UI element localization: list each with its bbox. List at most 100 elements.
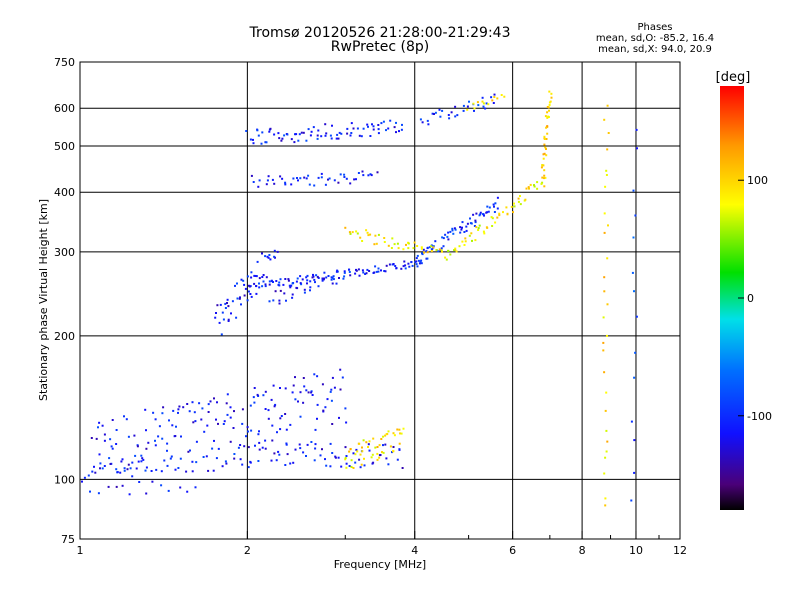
echo-point bbox=[305, 389, 308, 392]
phase-heading: Phases bbox=[637, 22, 673, 33]
echo-point bbox=[450, 111, 453, 114]
echo-point bbox=[419, 260, 422, 263]
echo-point bbox=[90, 437, 93, 439]
echo-point bbox=[603, 276, 606, 279]
echo-point bbox=[341, 376, 344, 379]
echo-point bbox=[257, 185, 260, 188]
echo-point bbox=[338, 277, 340, 279]
echo-point bbox=[280, 139, 283, 142]
echo-point bbox=[284, 183, 287, 186]
echo-point bbox=[357, 268, 360, 271]
echo-point bbox=[111, 419, 114, 421]
echo-point bbox=[257, 134, 260, 137]
echo-point bbox=[275, 280, 278, 282]
echo-point bbox=[527, 186, 530, 189]
echo-point bbox=[351, 231, 354, 234]
echo-point bbox=[356, 450, 359, 453]
echo-point bbox=[285, 428, 288, 431]
echo-point bbox=[87, 474, 90, 477]
echo-point bbox=[494, 221, 497, 224]
echo-point bbox=[219, 303, 222, 306]
echo-point bbox=[168, 419, 170, 422]
echo-point bbox=[517, 200, 520, 203]
echo-point bbox=[417, 259, 420, 262]
echo-point bbox=[472, 102, 475, 105]
echo-point bbox=[464, 237, 467, 240]
echo-point bbox=[475, 226, 478, 229]
echo-point bbox=[469, 217, 471, 220]
echo-point bbox=[343, 173, 346, 176]
echo-point bbox=[432, 246, 435, 249]
echo-point bbox=[330, 276, 333, 279]
echo-point bbox=[439, 249, 442, 252]
echo-point bbox=[294, 376, 296, 379]
echo-point bbox=[606, 440, 609, 443]
echo-point bbox=[350, 132, 353, 134]
echo-point bbox=[519, 195, 521, 197]
echo-point bbox=[602, 316, 605, 319]
echo-point bbox=[389, 445, 392, 448]
echo-point bbox=[484, 107, 487, 110]
echo-point bbox=[226, 413, 229, 416]
echo-point bbox=[91, 470, 94, 473]
echo-point bbox=[633, 471, 636, 474]
echo-point bbox=[321, 448, 323, 451]
echo-point bbox=[345, 462, 348, 465]
echo-point bbox=[485, 102, 488, 105]
x-tick-label: 6 bbox=[509, 544, 516, 557]
echo-point bbox=[279, 175, 282, 178]
echo-point bbox=[376, 458, 379, 461]
echo-point bbox=[243, 294, 246, 297]
echo-point bbox=[154, 418, 157, 421]
echo-point bbox=[491, 217, 494, 220]
echo-point bbox=[477, 229, 480, 231]
echo-point bbox=[331, 282, 334, 285]
echo-point bbox=[255, 285, 258, 288]
echo-point bbox=[256, 260, 259, 263]
echo-point bbox=[533, 185, 536, 188]
echo-point bbox=[420, 247, 423, 250]
echo-point bbox=[605, 169, 608, 172]
echo-point bbox=[237, 446, 240, 449]
y-tick-label: 75 bbox=[61, 533, 75, 546]
echo-point bbox=[236, 297, 239, 300]
echo-point bbox=[170, 455, 173, 458]
echo-point bbox=[454, 105, 457, 108]
echo-point bbox=[491, 99, 494, 102]
echo-point bbox=[224, 302, 227, 305]
echo-point bbox=[546, 111, 549, 114]
echo-point bbox=[369, 173, 372, 176]
echo-point bbox=[398, 428, 401, 431]
echo-point bbox=[445, 258, 448, 261]
echo-point bbox=[412, 247, 415, 250]
echo-point bbox=[303, 288, 306, 291]
echo-point bbox=[380, 269, 382, 272]
echo-point bbox=[268, 254, 271, 256]
echo-point bbox=[536, 181, 539, 184]
echo-point bbox=[267, 409, 270, 412]
echo-point bbox=[479, 211, 482, 214]
colorbar-tick-label: 100 bbox=[747, 174, 768, 187]
echo-point bbox=[269, 127, 272, 130]
echo-point bbox=[606, 303, 609, 306]
echo-point bbox=[392, 446, 395, 448]
echo-point bbox=[374, 234, 377, 237]
echo-point bbox=[366, 231, 369, 234]
echo-point bbox=[466, 108, 469, 111]
x-tick-label: 12 bbox=[673, 544, 687, 557]
echo-point bbox=[404, 267, 407, 270]
echo-point bbox=[171, 424, 174, 427]
echo-point bbox=[398, 448, 401, 451]
echo-point bbox=[512, 211, 514, 214]
echo-point bbox=[229, 416, 232, 419]
echo-point bbox=[447, 114, 450, 116]
echo-point bbox=[264, 285, 267, 288]
echo-point bbox=[180, 435, 182, 438]
echo-point bbox=[459, 231, 462, 234]
echo-point bbox=[323, 277, 325, 280]
echo-point bbox=[477, 104, 480, 107]
echo-point bbox=[451, 229, 454, 232]
echo-point bbox=[350, 459, 353, 462]
echo-point bbox=[403, 260, 406, 263]
echo-point bbox=[195, 440, 198, 443]
